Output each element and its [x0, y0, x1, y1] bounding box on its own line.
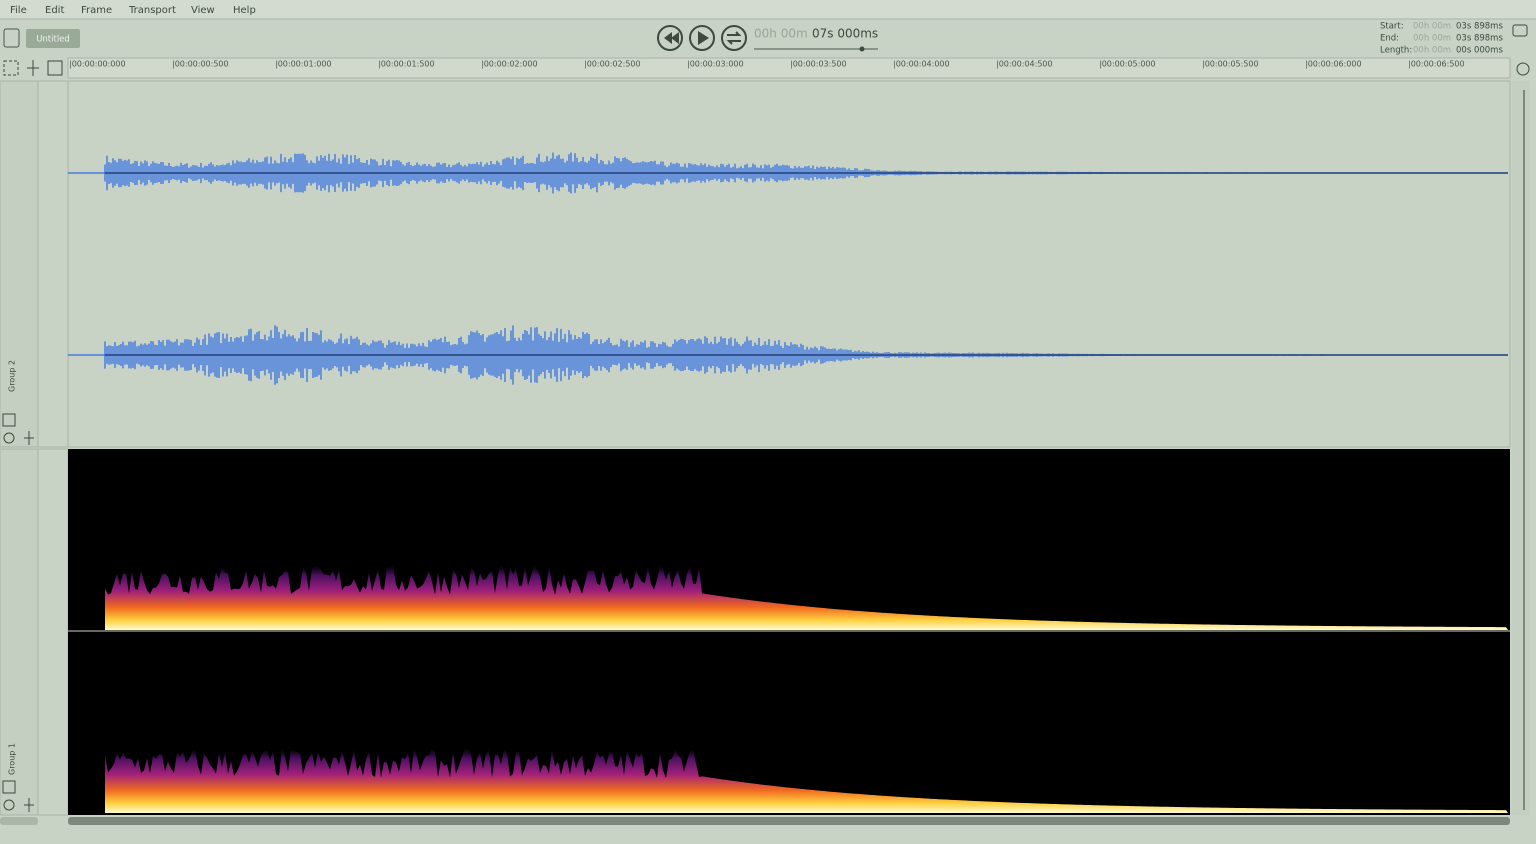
length-hm: 00h 00m [1413, 46, 1451, 56]
menu-item[interactable]: File [10, 5, 27, 16]
select-tool[interactable] [3, 60, 19, 76]
menu: File Edit Frame Transport View Help [10, 5, 256, 16]
resize-tool[interactable] [27, 60, 39, 76]
horizontal-scrollbar[interactable] [68, 817, 1510, 825]
ruler-label: |00:00:04:000 [893, 60, 950, 69]
vertical-scale [1512, 81, 1530, 815]
spectrograms [105, 565, 1508, 813]
transport-buttons [657, 25, 747, 51]
spectrogram-panel [68, 449, 1510, 815]
slider-thumb[interactable] [859, 46, 865, 52]
play-button[interactable] [689, 25, 715, 51]
ruler-label: |00:00:03:000 [687, 60, 744, 69]
ruler-label: |00:00:03:500 [790, 60, 847, 69]
waveforms [68, 152, 1508, 385]
rewind-icon [664, 32, 679, 44]
time-sms: 07s 000ms [812, 27, 878, 41]
settings-icon[interactable] [3, 799, 15, 811]
end-label: End: [1380, 34, 1399, 44]
start-label: Start: [1380, 22, 1404, 32]
group-header [0, 80, 39, 448]
track-header [37, 80, 69, 448]
ruler-label: |00:00:04:500 [996, 60, 1053, 69]
length-sms: 00s 000ms [1456, 46, 1503, 56]
ruler-label: |00:00:05:000 [1099, 60, 1156, 69]
menu-bar [0, 0, 1536, 19]
ruler-label: |00:00:06:500 [1408, 60, 1465, 69]
loop-icon [726, 31, 742, 45]
settings-icon[interactable] [3, 432, 15, 444]
ruler-label: |00:00:06:000 [1305, 60, 1362, 69]
group-name: Group 2 [8, 360, 17, 392]
menu-item[interactable]: Transport [128, 5, 176, 16]
time-ruler [67, 57, 1511, 79]
grid-icon[interactable] [2, 780, 16, 794]
grid-icon[interactable] [2, 413, 16, 427]
waveform-panel [67, 80, 1511, 448]
length-label: Length: [1380, 46, 1412, 56]
menu-item[interactable]: View [191, 5, 215, 16]
time-hm: 00h 00m [754, 27, 808, 41]
ruler-label: |00:00:00:500 [172, 60, 229, 69]
end-hm: 00h 00m [1413, 34, 1451, 44]
link-icon[interactable] [1516, 62, 1530, 76]
selection-info: Start: 00h 00m 03s 898ms End: 00h 00m 03… [1380, 22, 1503, 56]
menu-item[interactable]: Frame [81, 5, 112, 16]
end-sms: 03s 898ms [1456, 34, 1503, 44]
track-header [37, 448, 69, 816]
zoom-tool[interactable] [47, 60, 63, 76]
scroll-left[interactable] [0, 817, 38, 825]
ruler-label: |00:00:02:000 [481, 60, 538, 69]
loop-button[interactable] [721, 25, 747, 51]
ruler-label: |00:00:02:500 [584, 60, 641, 69]
comment-icon[interactable] [1512, 24, 1528, 37]
menu-item[interactable]: Edit [45, 5, 64, 16]
start-sms: 03s 898ms [1456, 22, 1503, 32]
document-button[interactable] [26, 29, 80, 48]
audio-icon[interactable] [3, 28, 20, 48]
rewind-button[interactable] [657, 25, 683, 51]
group-name: Group 1 [8, 743, 17, 775]
group-header [0, 448, 39, 816]
resize-icon[interactable] [24, 798, 34, 812]
ruler-label: |00:00:01:500 [378, 60, 435, 69]
spectrogram-channel [105, 748, 1508, 813]
start-hm: 00h 00m [1413, 22, 1451, 32]
document-name: Untitled [36, 35, 70, 45]
play-icon [698, 31, 709, 45]
ruler-label: |00:00:05:500 [1202, 60, 1259, 69]
spectrogram-channel [105, 565, 1508, 630]
ruler-labels: |00:00:00:000 |00:00:00:500 |00:00:01:000 |… [69, 60, 1465, 69]
menu-item[interactable]: Help [233, 5, 256, 16]
resize-icon[interactable] [24, 431, 34, 445]
ruler-label: |00:00:01:000 [275, 60, 332, 69]
ruler-label: |00:00:00:000 [69, 60, 126, 69]
